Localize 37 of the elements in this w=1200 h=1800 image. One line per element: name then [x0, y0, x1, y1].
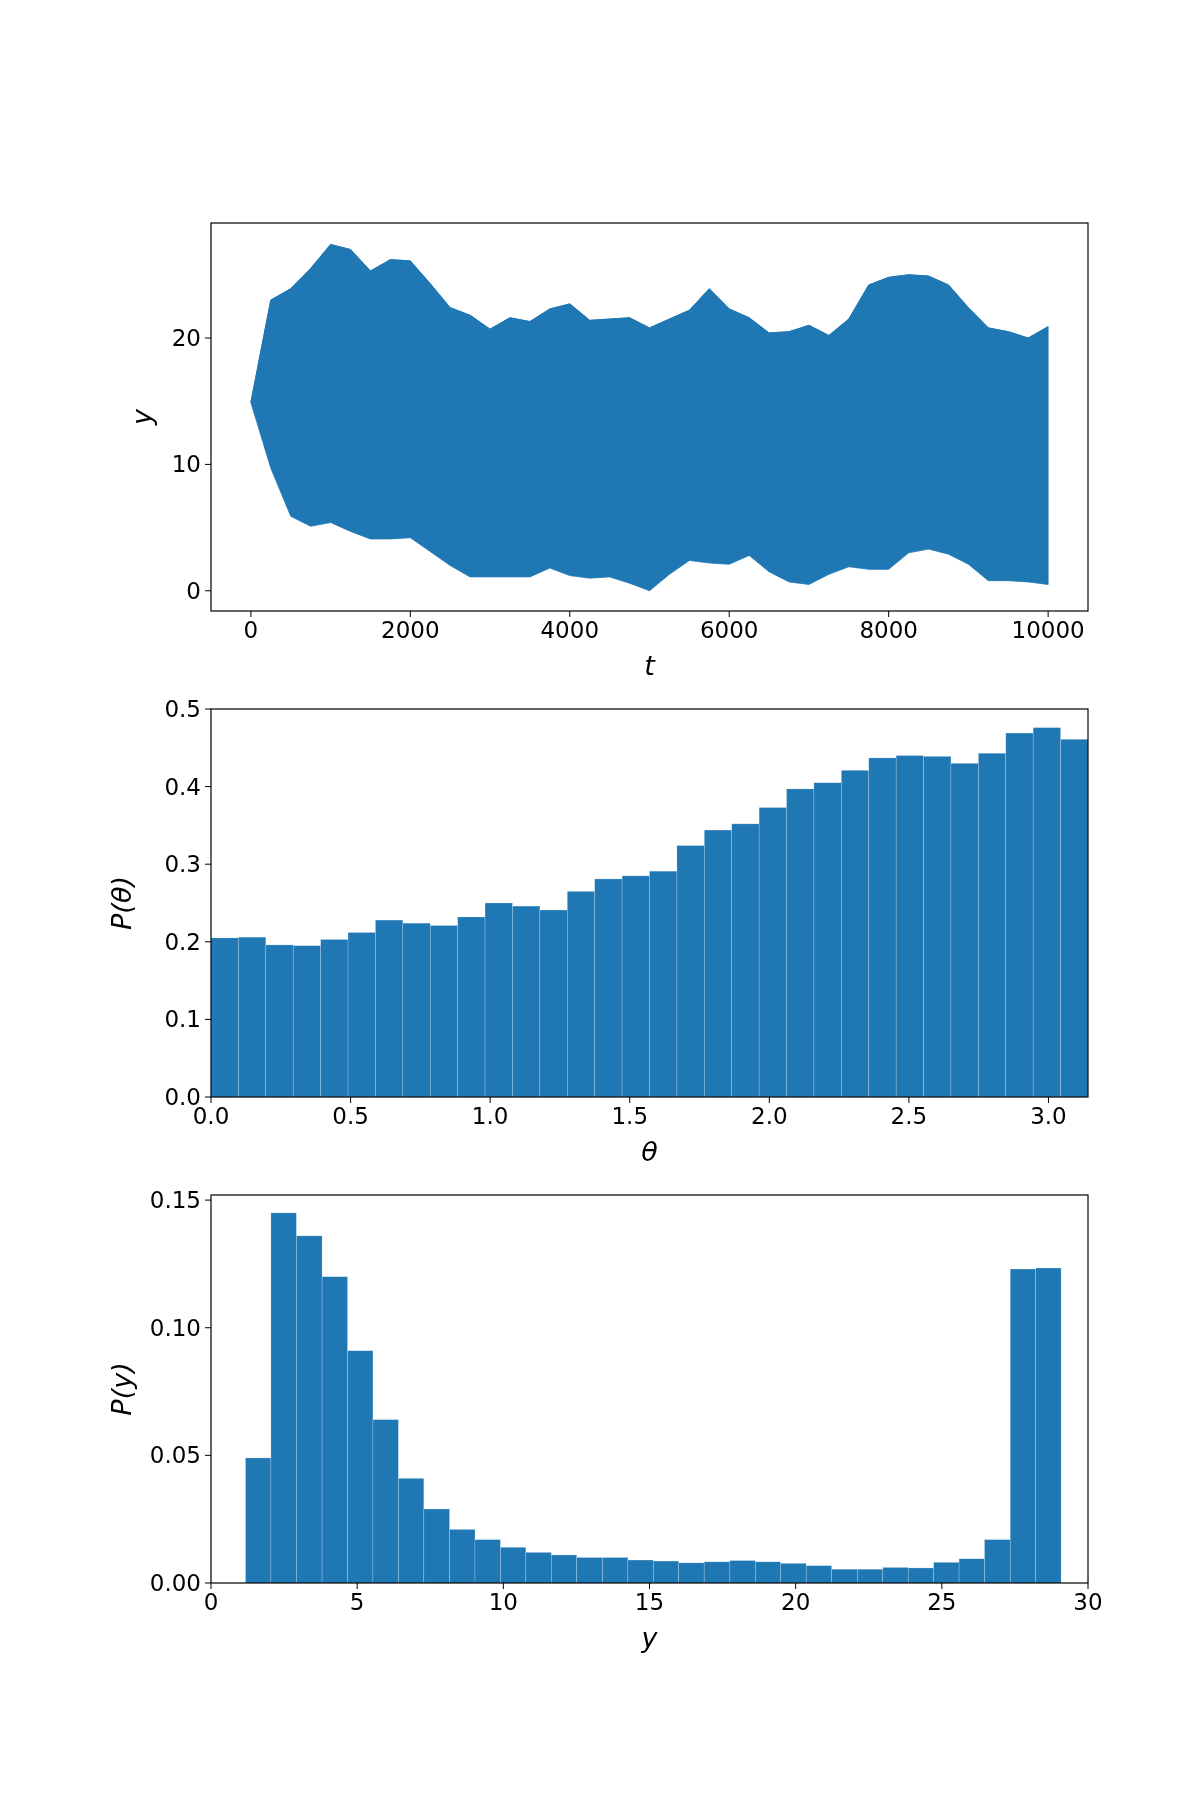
y-tick-label: 10 — [171, 451, 201, 478]
x-tick-label: 2.0 — [751, 1103, 788, 1129]
x-tick-label: 10 — [488, 1589, 518, 1615]
x-tick-label: 6000 — [699, 617, 759, 643]
x-tick-label: 0.5 — [332, 1103, 369, 1129]
y-tick-label: 0.4 — [164, 773, 201, 800]
x-tick-label: 1.0 — [471, 1103, 509, 1129]
y-tick-label: 0.05 — [149, 1442, 201, 1469]
y-tick-label: 0.3 — [164, 851, 201, 878]
y-tick-label: 20 — [171, 325, 201, 352]
x-tick-label: 4000 — [540, 617, 600, 643]
x-axis-title: y — [640, 1622, 659, 1653]
x-tick-label: 0 — [243, 617, 259, 643]
y-tick-label: 0.1 — [164, 1006, 201, 1033]
y-axis-title: y — [126, 407, 157, 426]
y-tick-label: 0.00 — [149, 1570, 201, 1597]
x-tick-label: 30 — [1073, 1589, 1103, 1615]
y-axis-title: P(y) — [106, 1362, 137, 1416]
x-tick-label: 3.0 — [1030, 1103, 1067, 1129]
y-axis-title: P(θ) — [106, 876, 137, 930]
y-tick-label: 0.10 — [149, 1314, 201, 1341]
x-tick-label: 15 — [634, 1589, 665, 1615]
x-axis-title: t — [644, 650, 657, 681]
y-tick-label: 0.5 — [164, 696, 201, 723]
x-tick-label: 20 — [781, 1589, 811, 1615]
x-tick-label: 10000 — [1011, 617, 1085, 643]
x-tick-label: 2000 — [381, 617, 440, 643]
y-tick-label: 0 — [186, 577, 201, 604]
x-tick-label: 1.5 — [611, 1103, 649, 1129]
y-tick-label: 0.2 — [164, 928, 201, 955]
x-tick-label: 2.5 — [890, 1103, 928, 1129]
y-tick-label: 0.15 — [149, 1187, 201, 1214]
x-tick-label: 25 — [927, 1589, 957, 1615]
x-axis-title: θ — [641, 1136, 658, 1167]
x-tick-label: 5 — [349, 1589, 365, 1615]
x-tick-label: 8000 — [859, 617, 918, 643]
x-tick-label: 0 — [203, 1589, 219, 1615]
